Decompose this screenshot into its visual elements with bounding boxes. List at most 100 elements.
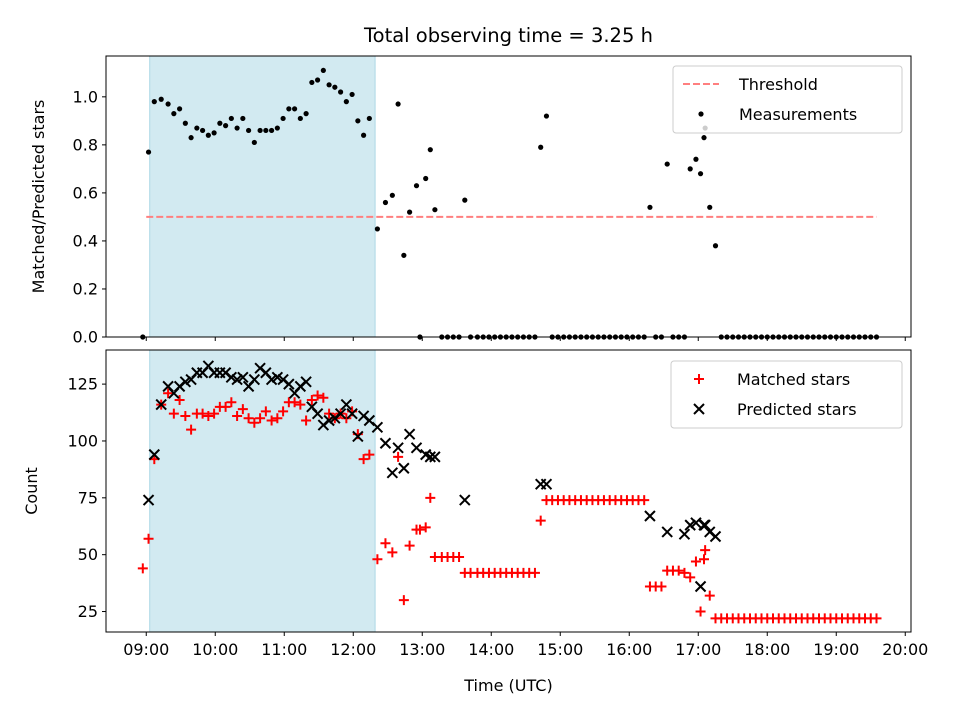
- x-tick-label: 18:00: [744, 640, 790, 659]
- matched-stars-point: [278, 406, 289, 417]
- matched-stars-point: [209, 408, 220, 419]
- legend-measurements-swatch: [698, 111, 704, 117]
- bottom-x-ticks: 09:00 10:00 11:00 12:00 13:00 14:00 15:00 16:00…: [123, 632, 928, 659]
- measurement-point: [217, 120, 223, 126]
- matched-stars-point: [295, 399, 306, 410]
- matched-stars-point: [393, 451, 404, 462]
- measurement-point: [697, 171, 704, 177]
- x-tick-label: 13:00: [399, 640, 445, 659]
- measurement-point: [538, 144, 544, 150]
- y-tick-label: 100: [67, 431, 98, 450]
- matched-stars-point: [690, 556, 701, 567]
- measurement-point: [687, 166, 693, 172]
- matched-stars-point: [414, 524, 425, 535]
- predicted-stars-point: [392, 442, 404, 454]
- measurement-point: [366, 115, 372, 122]
- matched-stars-point: [639, 495, 650, 506]
- matched-stars-point: [232, 410, 243, 421]
- measurement-point: [543, 113, 550, 119]
- measurement-point: [257, 127, 263, 134]
- measurement-point: [182, 120, 188, 126]
- measurement-point: [165, 101, 171, 107]
- predicted-stars-point: [424, 451, 437, 463]
- measurement-point: [274, 125, 280, 131]
- predicted-stars-point: [311, 407, 324, 420]
- matched-stars-point: [699, 554, 709, 565]
- matched-stars-point: [168, 408, 179, 419]
- measurement-point: [374, 226, 380, 232]
- x-tick-label: 09:00: [123, 640, 169, 659]
- bottom-plot-area: [137, 360, 882, 624]
- x-tick-label: 12:00: [330, 640, 376, 659]
- matched-stars-point: [186, 424, 197, 435]
- matched-stars-point: [425, 492, 436, 503]
- measurement-point: [145, 149, 152, 155]
- matched-stars-point: [197, 408, 208, 419]
- measurement-point: [693, 156, 699, 162]
- measurement-point: [326, 82, 332, 88]
- measurement-point: [407, 209, 413, 215]
- y-tick-label: 1.0: [73, 87, 98, 106]
- matched-stars-point: [341, 413, 352, 424]
- matched-stars-point: [220, 401, 231, 412]
- top-observing-window-shade: [149, 55, 376, 338]
- x-tick-label: 10:00: [192, 640, 238, 659]
- predicted-stars-point: [386, 467, 399, 479]
- matched-stars-point: [301, 415, 312, 426]
- y-tick-label: 75: [78, 488, 98, 507]
- matched-stars-point: [398, 595, 409, 606]
- measurement-point: [171, 111, 177, 117]
- y-tick-label: 0.8: [73, 135, 98, 154]
- predicted-stars-point: [352, 430, 364, 443]
- legend-matched-swatch: [694, 374, 704, 384]
- x-tick-label: 17:00: [675, 640, 721, 659]
- y-tick-label: 25: [78, 602, 98, 621]
- measurement-point: [320, 67, 326, 74]
- predicted-stars-point: [142, 494, 155, 506]
- matched-stars-point: [306, 395, 317, 406]
- measurement-point: [234, 125, 240, 131]
- top-x-ticks: [145, 337, 906, 341]
- matched-stars-point: [203, 410, 214, 421]
- predicted-stars-point: [340, 398, 353, 411]
- predicted-stars-series: [142, 360, 722, 593]
- matched-stars-point: [237, 404, 248, 415]
- matched-stars-point: [174, 395, 185, 406]
- y-tick-label: 0.2: [73, 279, 98, 298]
- legend-predicted-swatch: [693, 403, 705, 415]
- matched-stars-point: [249, 417, 260, 428]
- predicted-stars-point: [248, 373, 261, 386]
- predicted-stars-point: [690, 517, 702, 529]
- predicted-stars-point: [709, 530, 722, 543]
- bottom-axes-frame: [105, 349, 912, 633]
- matched-stars-point: [272, 413, 283, 424]
- measurement-point: [423, 175, 429, 182]
- measurement-point: [413, 183, 420, 189]
- y-tick-label: 0.4: [73, 231, 98, 250]
- matched-stars-point: [143, 533, 154, 544]
- measurement-point: [188, 135, 194, 141]
- top-y-axis-label: Matched/Predicted stars: [29, 100, 48, 294]
- x-tick-label: 19:00: [813, 640, 859, 659]
- predicted-stars-point: [540, 478, 553, 490]
- measurement-point: [701, 135, 707, 141]
- measurement-point: [309, 79, 315, 86]
- predicted-stars-point: [644, 510, 656, 522]
- legend-box: [670, 360, 903, 429]
- x-tick-label: 15:00: [537, 640, 583, 659]
- measurement-point: [151, 99, 157, 105]
- matched-stars-point: [700, 545, 711, 556]
- measurement-point: [712, 243, 719, 249]
- predicted-stars-point: [429, 451, 441, 463]
- y-tick-label: 50: [78, 545, 98, 564]
- measurement-point: [343, 99, 349, 105]
- measurement-point: [707, 204, 713, 210]
- predicted-stars-point: [155, 398, 167, 411]
- matched-stars-point: [685, 572, 696, 583]
- top-legend: Threshold Measurements: [672, 65, 903, 134]
- measurement-point: [647, 204, 653, 210]
- measurement-point: [338, 89, 344, 95]
- measurement-point: [200, 127, 206, 134]
- measurement-point: [286, 106, 292, 112]
